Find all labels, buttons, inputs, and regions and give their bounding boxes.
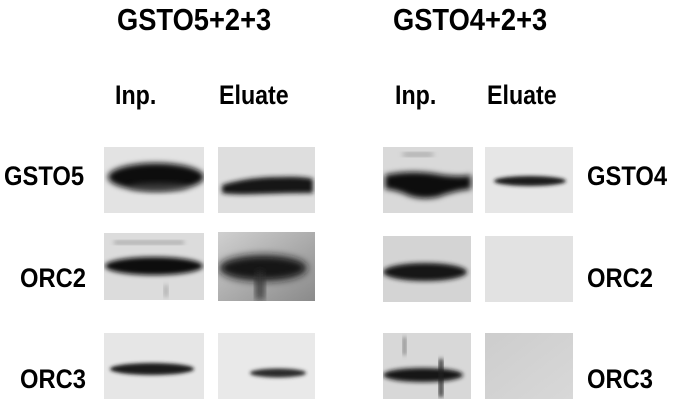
blot-left-orc2-eluate xyxy=(218,232,315,301)
column-label-right-eluate: Eluate xyxy=(487,80,557,110)
row-label-left-gsto5: GSTO5 xyxy=(4,161,85,191)
row-label-left-orc2: ORC2 xyxy=(20,263,87,293)
column-label-right-input: Inp. xyxy=(395,80,437,110)
row-label-left-orc3: ORC3 xyxy=(20,364,87,394)
column-label-left-eluate: Eluate xyxy=(219,80,289,110)
blot-right-orc3-eluate xyxy=(485,333,573,399)
blot-right-orc2-input xyxy=(383,236,471,302)
row-label-right-gsto4: GSTO4 xyxy=(587,161,668,191)
row-label-right-orc3: ORC3 xyxy=(587,364,654,394)
blot-left-orc2-input xyxy=(104,233,204,300)
blot-right-gsto4-eluate xyxy=(485,147,573,213)
group-title-left: GSTO5+2+3 xyxy=(117,2,272,37)
blot-left-gsto5-input xyxy=(104,147,204,213)
blot-left-orc3-input xyxy=(104,333,204,399)
row-label-right-orc2: ORC2 xyxy=(587,263,654,293)
blot-right-orc2-eluate xyxy=(485,236,573,302)
group-title-right: GSTO4+2+3 xyxy=(393,2,548,37)
blot-right-orc3-input xyxy=(383,333,471,399)
blot-left-orc3-eluate xyxy=(218,333,315,399)
blot-right-gsto4-input xyxy=(383,147,473,213)
column-label-left-input: Inp. xyxy=(115,80,157,110)
blot-left-gsto5-eluate xyxy=(218,147,315,213)
